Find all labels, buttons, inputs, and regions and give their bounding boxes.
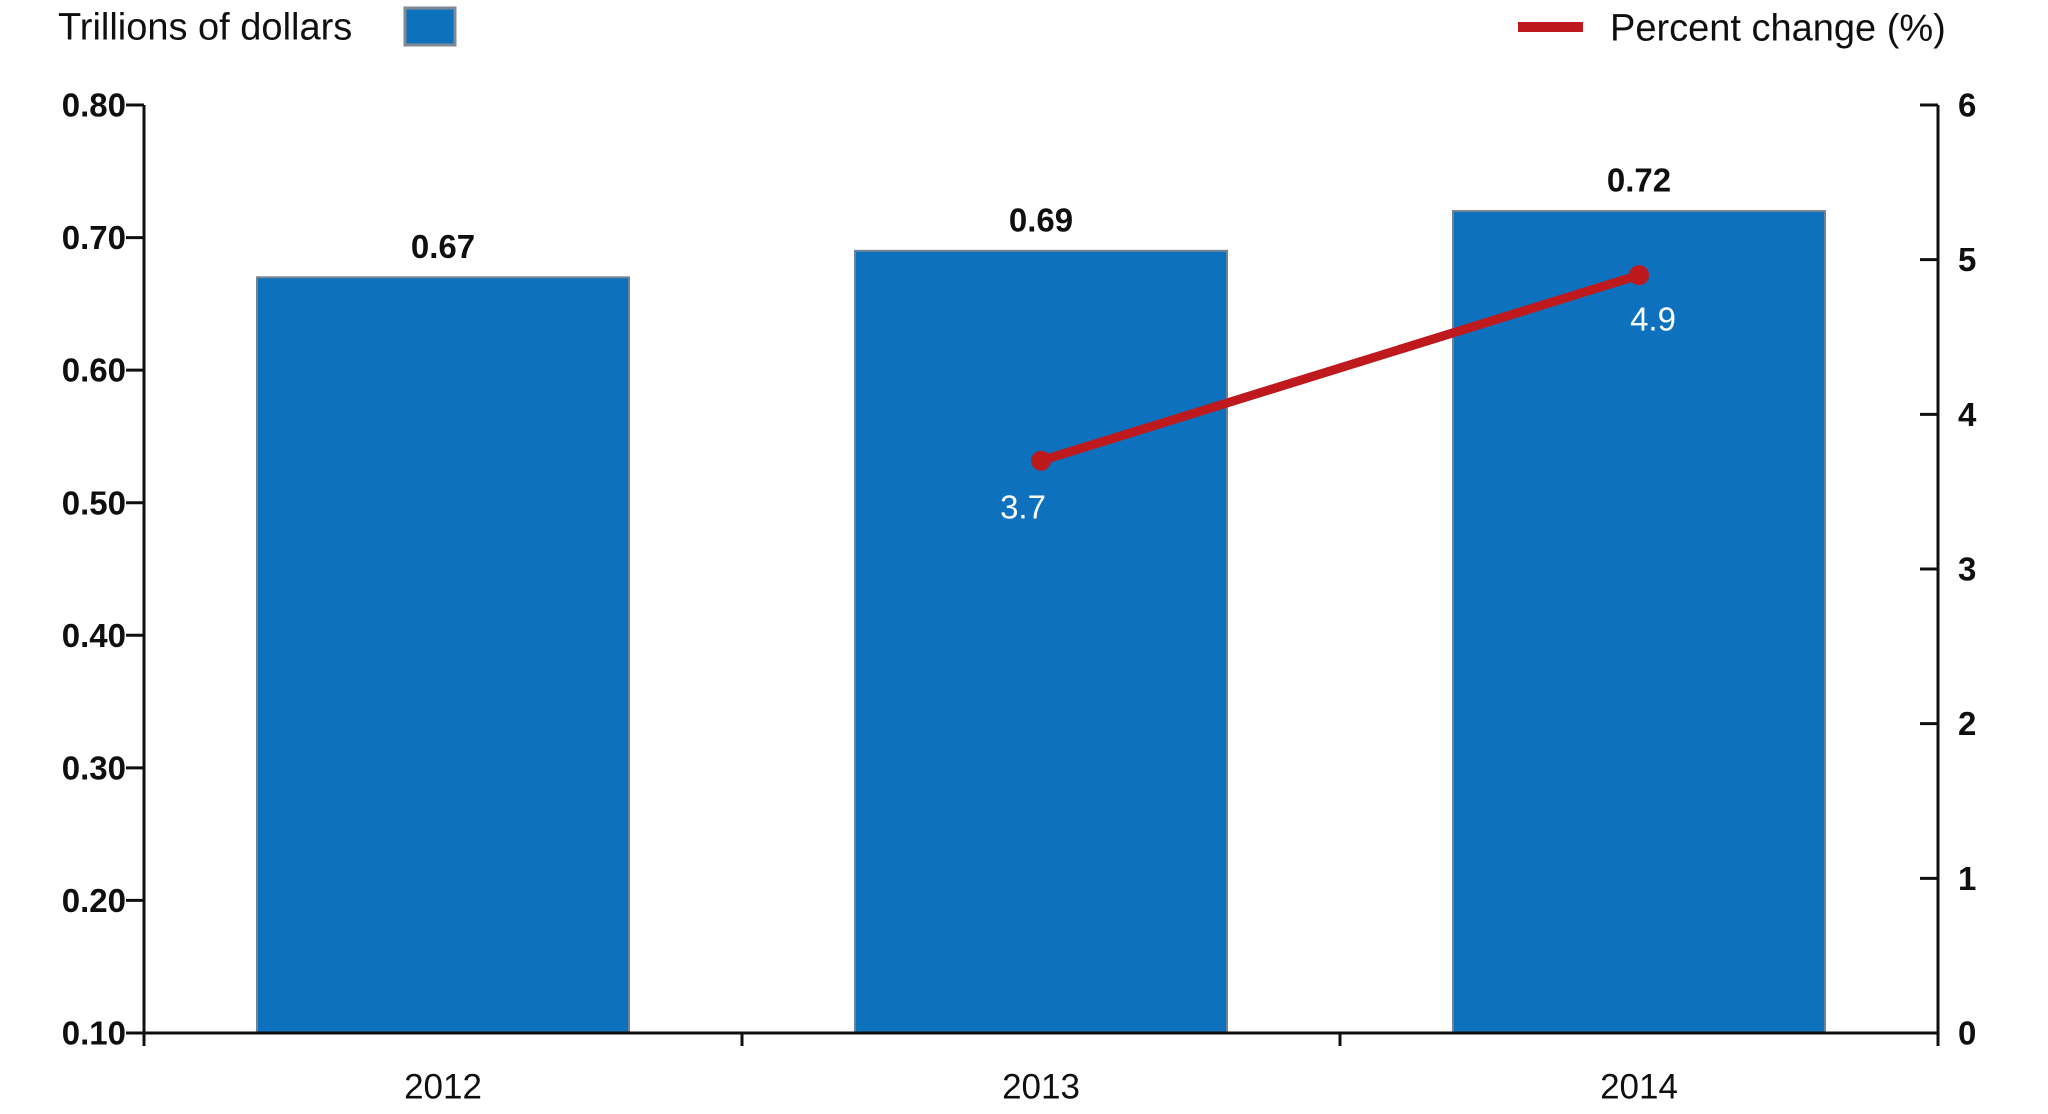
right-tick-label-0: 0 xyxy=(1958,1015,1976,1052)
point-value-label-2014: 4.9 xyxy=(1630,301,1676,338)
line-point-2013 xyxy=(1031,450,1051,471)
bar-value-label-2013: 0.69 xyxy=(1009,201,1073,238)
legend-left-label: Trillions of dollars xyxy=(58,6,352,48)
bar-2014 xyxy=(1452,210,1826,1035)
point-value-label-2013: 3.7 xyxy=(1000,488,1046,525)
legend-right: Percent change (%) xyxy=(1518,7,1946,49)
x-axis-label-2013: 2013 xyxy=(1002,1067,1080,1106)
legend-right-label: Percent change (%) xyxy=(1610,7,1946,49)
x-axis-label-2014: 2014 xyxy=(1600,1067,1678,1106)
right-tick-label-3: 3 xyxy=(1958,551,1976,588)
right-tick-label-6: 6 xyxy=(1958,87,1976,124)
left-tick-label-0.80: 0.80 xyxy=(62,87,126,124)
right-tick-label-2: 2 xyxy=(1958,705,1976,742)
legend-left: Trillions of dollars xyxy=(58,6,457,48)
left-tick-label-0.30: 0.30 xyxy=(62,749,126,786)
left-tick-label-0.50: 0.50 xyxy=(62,484,126,521)
line-point-2014 xyxy=(1629,265,1649,286)
axes-group xyxy=(126,103,1940,1046)
bars-group xyxy=(256,210,1826,1035)
bar-value-label-2014: 0.72 xyxy=(1607,162,1671,199)
right-tick-label-4: 4 xyxy=(1958,396,1977,433)
left-tick-label-0.60: 0.60 xyxy=(62,352,126,389)
value-labels-group: 0.67 0.69 0.72 3.7 4.9 xyxy=(411,162,1676,526)
bar-series-swatch-icon xyxy=(403,6,457,47)
right-tick-label-5: 5 xyxy=(1958,241,1976,278)
tick-labels-group: 0.10 0.20 0.30 0.40 0.50 0.60 0.70 0.80 0 1 2 3 4 5 6 2… xyxy=(62,87,1977,1107)
x-axis-label-2012: 2012 xyxy=(404,1067,482,1106)
bar-value-label-2012: 0.67 xyxy=(411,228,475,265)
line-series-group xyxy=(1031,265,1649,471)
line-series-swatch-icon xyxy=(1518,22,1583,32)
left-tick-label-0.40: 0.40 xyxy=(62,617,126,654)
percent-change-line xyxy=(1036,270,1644,466)
left-tick-label-0.70: 0.70 xyxy=(62,219,126,256)
bar-2012 xyxy=(256,276,630,1035)
bar-2013 xyxy=(854,249,1228,1035)
right-tick-label-1: 1 xyxy=(1958,860,1976,897)
left-tick-label-0.20: 0.20 xyxy=(62,882,126,919)
left-tick-label-0.10: 0.10 xyxy=(62,1015,126,1052)
